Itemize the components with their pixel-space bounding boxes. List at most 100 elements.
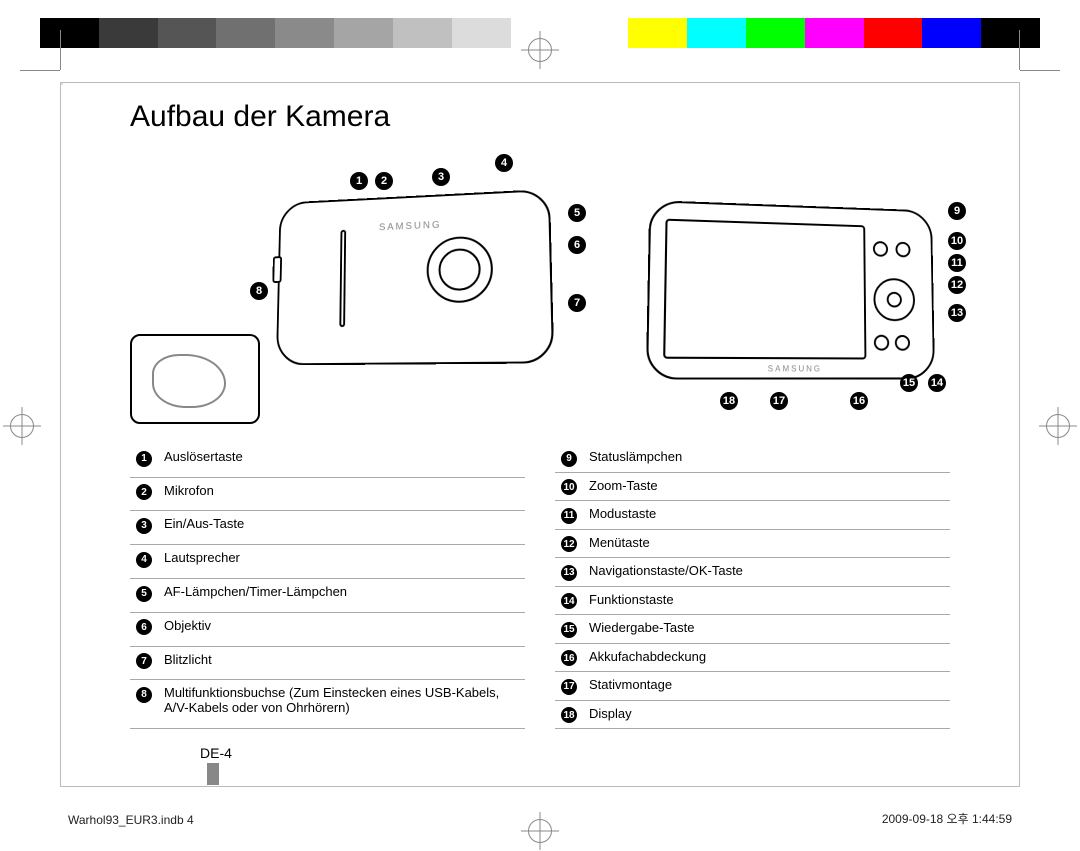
table-row: 6Objektiv <box>130 612 525 646</box>
part-number-badge: 18 <box>561 707 577 723</box>
color-swatch <box>864 18 923 48</box>
table-row: 15Wiedergabe-Taste <box>555 615 950 644</box>
part-number-badge: 16 <box>561 650 577 666</box>
part-label: AF-Lämpchen/Timer-Lämpchen <box>158 579 525 613</box>
strap-detail-illustration <box>130 334 260 424</box>
color-swatch <box>393 18 452 48</box>
callout-badge: 7 <box>568 294 586 312</box>
part-number-badge: 11 <box>561 508 577 524</box>
table-row: 14Funktionstaste <box>555 586 950 615</box>
table-row: 4 Lautsprecher <box>130 545 525 579</box>
camera-diagram: SAMSUNG SAMSUNG 123456789101112131415161… <box>130 154 950 434</box>
page-title: Aufbau der Kamera <box>130 100 950 134</box>
table-row: 12 Menütaste <box>555 529 950 558</box>
table-row: 9 Statuslämpchen <box>555 444 950 472</box>
part-label: Auslösertaste <box>158 444 525 477</box>
color-swatch <box>275 18 334 48</box>
part-label: Modustaste <box>583 501 950 530</box>
callout-badge: 18 <box>720 392 738 410</box>
callout-badge: 13 <box>948 304 966 322</box>
page-content: Aufbau der Kamera SAMSUNG SAMSUNG 123456… <box>130 100 950 731</box>
color-swatch <box>805 18 864 48</box>
part-label: Stativmontage <box>583 672 950 701</box>
part-number-badge: 13 <box>561 565 577 581</box>
table-row: 18 Display <box>555 700 950 729</box>
callout-badge: 10 <box>948 232 966 250</box>
table-row: 3Ein/Aus-Taste <box>130 511 525 545</box>
parts-table-right: 9Statuslämpchen10Zoom-Taste11Modustaste1… <box>555 444 950 729</box>
color-swatch <box>334 18 393 48</box>
mode-button-icon <box>895 242 910 258</box>
part-label: Akkufachabdeckung <box>583 643 950 672</box>
callout-badge: 11 <box>948 254 966 272</box>
table-row: 7Blitzlicht <box>130 646 525 680</box>
fn-button-icon <box>895 335 910 351</box>
table-row: 13 Navigationstaste/OK-Taste <box>555 558 950 587</box>
registration-mark-top <box>528 38 552 62</box>
play-button-icon <box>874 335 889 351</box>
part-label: Lautsprecher <box>158 545 525 579</box>
footer-filename: Warhol93_EUR3.indb 4 <box>68 813 194 827</box>
part-number-badge: 12 <box>561 536 577 552</box>
color-swatch <box>746 18 805 48</box>
part-label: Objektiv <box>158 612 525 646</box>
crop-mark <box>1019 30 1020 70</box>
color-swatch <box>569 18 628 48</box>
parts-tables: 1 Auslösertaste2Mikrofon3Ein/Aus-Taste 4 La… <box>130 444 950 729</box>
part-number-badge: 5 <box>136 586 152 602</box>
color-swatch <box>687 18 746 48</box>
crop-mark <box>20 70 60 71</box>
part-label: Ein/Aus-Taste <box>158 511 525 545</box>
brand-label: SAMSUNG <box>379 220 442 233</box>
table-row: 2Mikrofon <box>130 477 525 511</box>
callout-badge: 3 <box>432 168 450 186</box>
part-number-badge: 10 <box>561 479 577 495</box>
part-number-badge: 17 <box>561 679 577 695</box>
callout-badge: 16 <box>850 392 868 410</box>
part-number-badge: 9 <box>561 451 577 467</box>
part-label: Navigationstaste/OK-Taste <box>583 558 950 587</box>
color-swatch <box>452 18 511 48</box>
lens-icon <box>427 235 494 303</box>
part-label: Display <box>583 700 950 729</box>
table-row: 17 Stativmontage <box>555 672 950 701</box>
part-label: Statuslämpchen <box>583 444 950 472</box>
part-label: Wiedergabe-Taste <box>583 615 950 644</box>
table-row: 5 AF-Lämpchen/Timer-Lämpchen <box>130 579 525 613</box>
side-button-icon <box>272 256 282 283</box>
camera-front-illustration: SAMSUNG <box>276 189 554 366</box>
registration-mark-right <box>1046 414 1070 438</box>
page-tab-marker <box>207 763 219 785</box>
part-number-badge: 8 <box>136 687 152 703</box>
part-number-badge: 1 <box>136 451 152 467</box>
part-number-badge: 14 <box>561 593 577 609</box>
registration-mark-left <box>10 414 34 438</box>
menu-button-icon <box>873 241 888 257</box>
callout-badge: 6 <box>568 236 586 254</box>
page-number: DE-4 <box>200 745 232 761</box>
part-label: Multifunktionsbuchse (Zum Einstecken ein… <box>158 680 525 729</box>
color-swatch <box>628 18 687 48</box>
color-swatch <box>922 18 981 48</box>
color-swatch <box>216 18 275 48</box>
callout-badge: 1 <box>350 172 368 190</box>
screen-icon <box>663 219 866 360</box>
table-row: 16 Akkufachabdeckung <box>555 643 950 672</box>
table-row: 8 Multifunktionsbuchse (Zum Einstecken ei… <box>130 680 525 729</box>
part-label: Menütaste <box>583 529 950 558</box>
camera-back-illustration: SAMSUNG <box>646 200 935 380</box>
table-row: 11 Modustaste <box>555 501 950 530</box>
part-number-badge: 2 <box>136 484 152 500</box>
color-swatch <box>40 18 99 48</box>
table-row: 1 Auslösertaste <box>130 444 525 477</box>
dpad-icon <box>873 278 915 322</box>
color-swatch <box>99 18 158 48</box>
footer-timestamp: 2009-09-18 오후 1:44:59 <box>882 810 1012 827</box>
part-number-badge: 4 <box>136 552 152 568</box>
callout-badge: 4 <box>495 154 513 172</box>
crop-mark <box>60 30 61 70</box>
registration-mark-bottom <box>528 819 552 843</box>
brand-label: SAMSUNG <box>768 364 822 373</box>
parts-table-left: 1 Auslösertaste2Mikrofon3Ein/Aus-Taste 4 La… <box>130 444 525 729</box>
callout-badge: 5 <box>568 204 586 222</box>
